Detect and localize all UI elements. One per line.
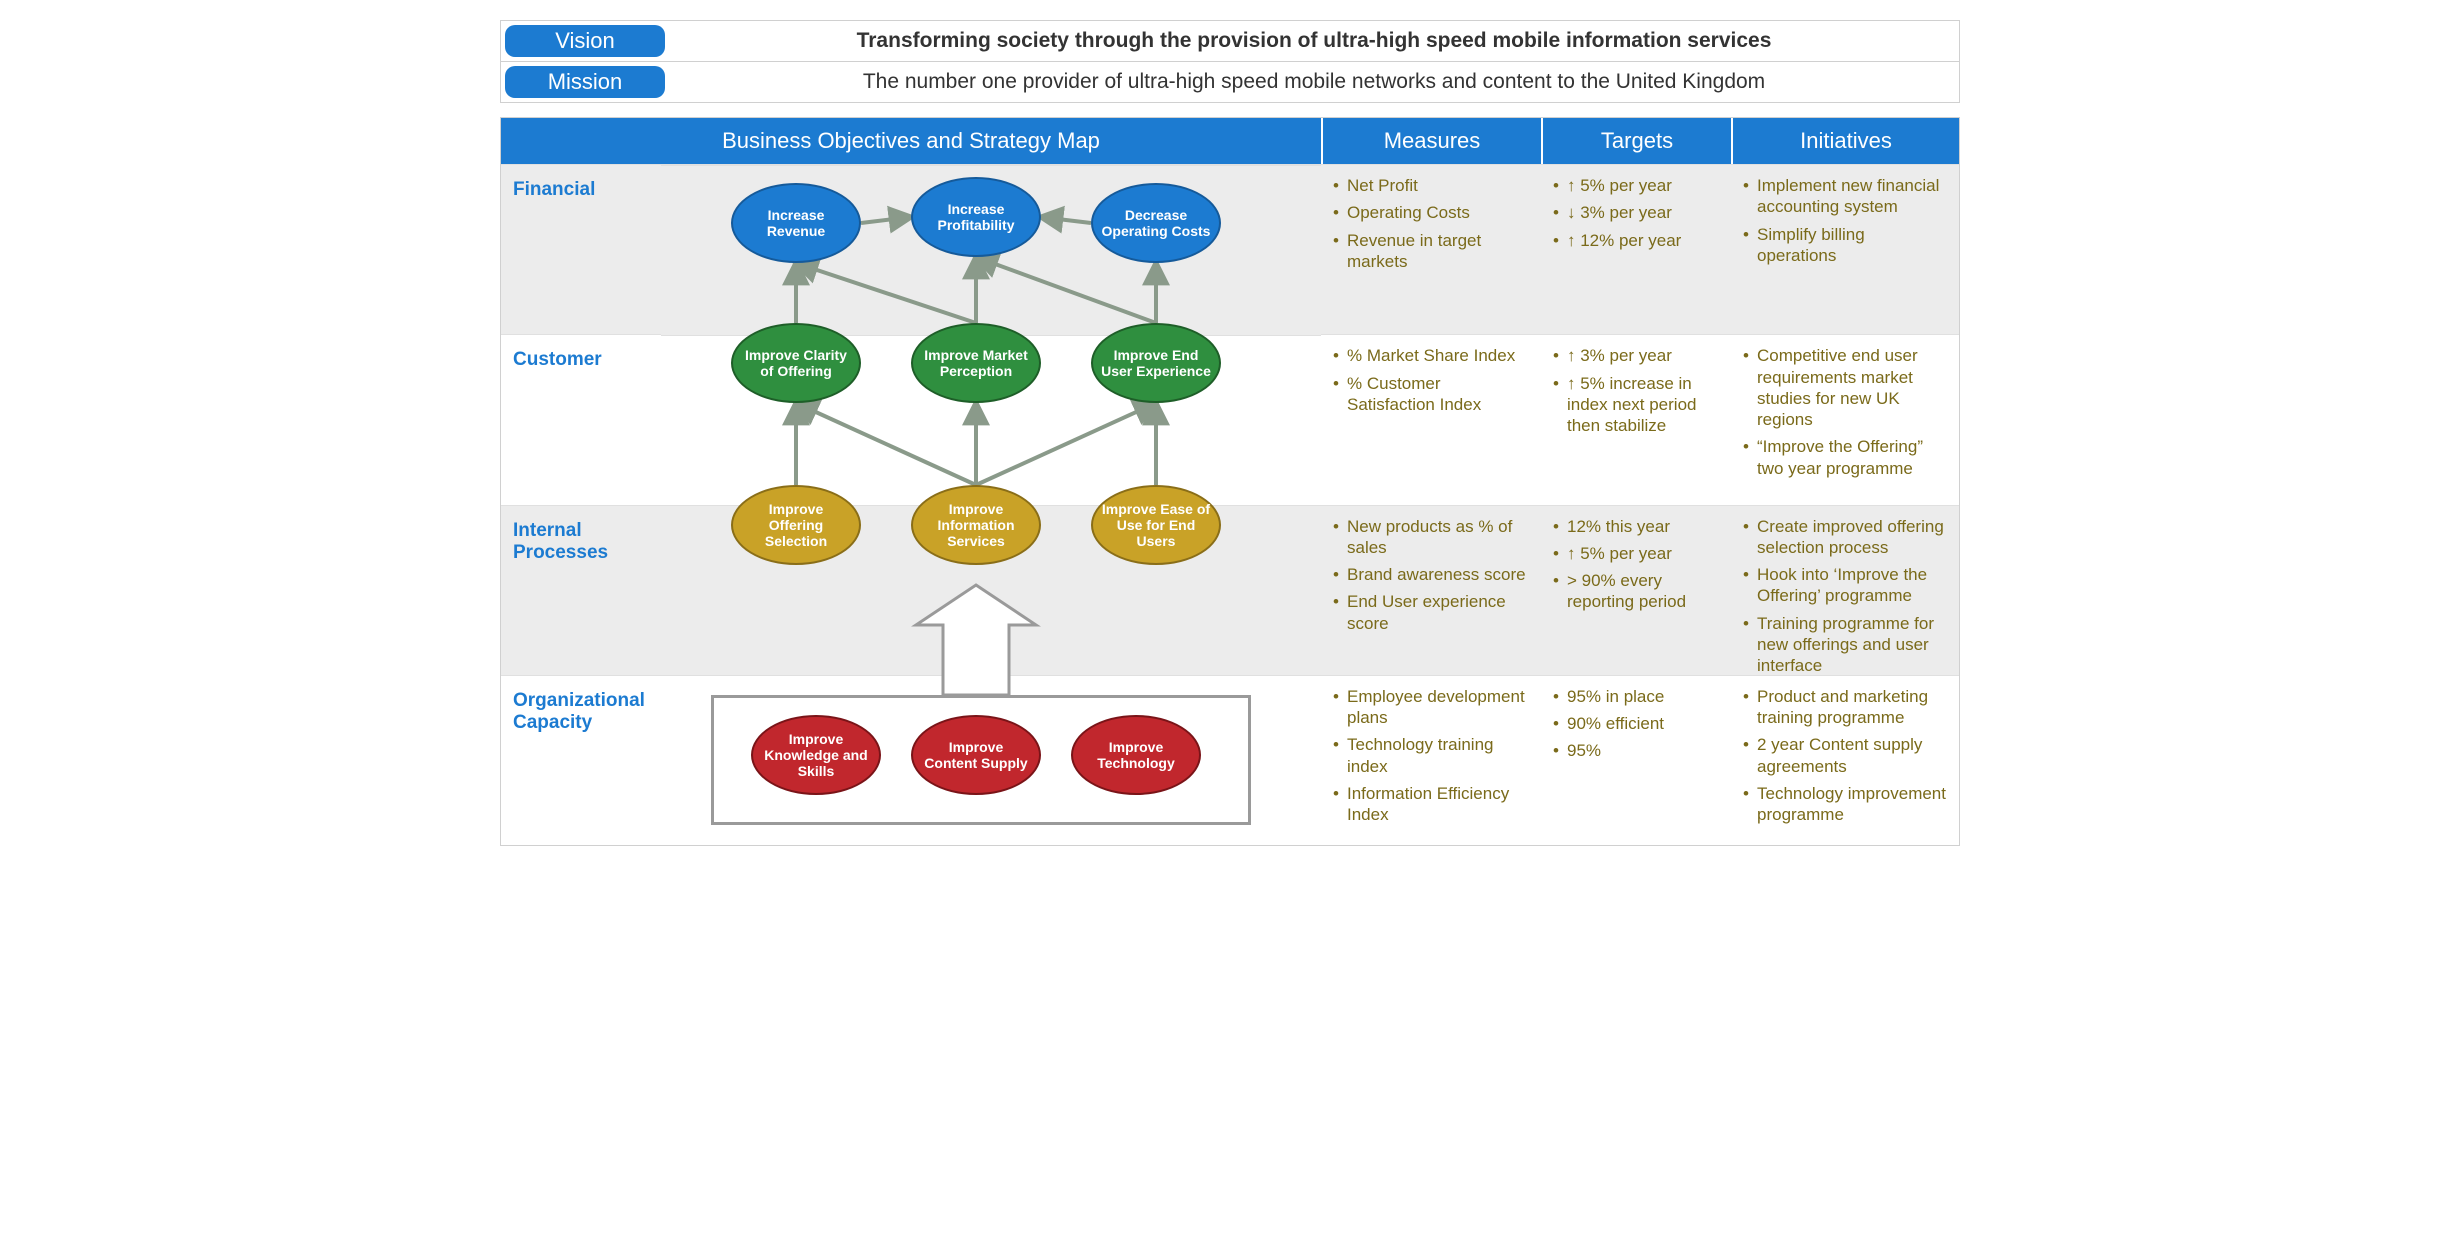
list-item: Technology improvement programme bbox=[1743, 783, 1947, 826]
list-item: ↑ 5% per year bbox=[1553, 175, 1719, 196]
col-map: Business Objectives and Strategy Map bbox=[501, 118, 1321, 164]
scorecard-grid: Business Objectives and Strategy Map Mea… bbox=[500, 117, 1960, 846]
list-item: 12% this year bbox=[1553, 516, 1719, 537]
list-item: “Improve the Offering” two year programm… bbox=[1743, 436, 1947, 479]
targets-financial: ↑ 5% per year ↓ 3% per year ↑ 12% per year bbox=[1541, 164, 1731, 334]
list-item: 90% efficient bbox=[1553, 713, 1719, 734]
mission-text: The number one provider of ultra-high sp… bbox=[669, 62, 1959, 102]
list-item: % Customer Satisfaction Index bbox=[1333, 373, 1529, 416]
node-sk: Improve Knowledge and Skills bbox=[751, 715, 881, 795]
list-item: Implement new financial accounting syste… bbox=[1743, 175, 1947, 218]
list-item: End User experience score bbox=[1333, 591, 1529, 634]
node-clar: Improve Clarity of Offering bbox=[731, 323, 861, 403]
list-item: Revenue in target markets bbox=[1333, 230, 1529, 273]
measures-org: Employee development plans Technology tra… bbox=[1321, 675, 1541, 845]
list-item: Operating Costs bbox=[1333, 202, 1529, 223]
row-label-financial: Financial bbox=[501, 164, 661, 334]
list-item: Information Efficiency Index bbox=[1333, 783, 1529, 826]
node-info: Improve Information Services bbox=[911, 485, 1041, 565]
list-item: Competitive end user requirements market… bbox=[1743, 345, 1947, 430]
vision-label: Vision bbox=[505, 25, 665, 57]
targets-customer: ↑ 3% per year ↑ 5% increase in index next… bbox=[1541, 334, 1731, 504]
initiatives-org: Product and marketing training programme… bbox=[1731, 675, 1959, 845]
node-tech: Improve Technology bbox=[1071, 715, 1201, 795]
measures-customer: % Market Share Index % Customer Satisfact… bbox=[1321, 334, 1541, 504]
col-initiatives: Initiatives bbox=[1731, 118, 1959, 164]
list-item: Product and marketing training programme bbox=[1743, 686, 1947, 729]
mission-label: Mission bbox=[505, 66, 665, 98]
measures-internal: New products as % of sales Brand awarenes… bbox=[1321, 505, 1541, 675]
node-cs: Improve Content Supply bbox=[911, 715, 1041, 795]
list-item: 95% in place bbox=[1553, 686, 1719, 707]
list-item: Create improved offering selection proce… bbox=[1743, 516, 1947, 559]
node-cost: Decrease Operating Costs bbox=[1091, 183, 1221, 263]
list-item: > 90% every reporting period bbox=[1553, 570, 1719, 613]
measures-financial: Net Profit Operating Costs Revenue in targ… bbox=[1321, 164, 1541, 334]
node-prof: Increase Profitability bbox=[911, 177, 1041, 257]
targets-internal: 12% this year ↑ 5% per year > 90% every re… bbox=[1541, 505, 1731, 675]
list-item: ↑ 12% per year bbox=[1553, 230, 1719, 251]
list-item: Hook into ‘Improve the Offering’ program… bbox=[1743, 564, 1947, 607]
list-item: Brand awareness score bbox=[1333, 564, 1529, 585]
list-item: Training programme for new offerings and… bbox=[1743, 613, 1947, 677]
vision-text: Transforming society through the provisi… bbox=[669, 21, 1959, 61]
row-label-internal: Internal Processes bbox=[501, 505, 661, 675]
node-osel: Improve Offering Selection bbox=[731, 485, 861, 565]
list-item: Employee development plans bbox=[1333, 686, 1529, 729]
list-item: Simplify billing operations bbox=[1743, 224, 1947, 267]
initiatives-customer: Competitive end user requirements market… bbox=[1731, 334, 1959, 504]
list-item: 95% bbox=[1553, 740, 1719, 761]
targets-org: 95% in place 90% efficient 95% bbox=[1541, 675, 1731, 845]
list-item: Net Profit bbox=[1333, 175, 1529, 196]
node-rev: Increase Revenue bbox=[731, 183, 861, 263]
vision-mission-header: Vision Transforming society through the … bbox=[500, 20, 1960, 103]
strategy-map: Increase Revenue Increase Profitability De… bbox=[661, 164, 1321, 845]
col-targets: Targets bbox=[1541, 118, 1731, 164]
list-item: New products as % of sales bbox=[1333, 516, 1529, 559]
initiatives-internal: Create improved offering selection proce… bbox=[1731, 505, 1959, 675]
list-item: % Market Share Index bbox=[1333, 345, 1529, 366]
row-label-customer: Customer bbox=[501, 334, 661, 504]
list-item: 2 year Content supply agreements bbox=[1743, 734, 1947, 777]
list-item: Technology training index bbox=[1333, 734, 1529, 777]
node-eux: Improve End User Experience bbox=[1091, 323, 1221, 403]
list-item: ↑ 5% per year bbox=[1553, 543, 1719, 564]
node-ease: Improve Ease of Use for End Users bbox=[1091, 485, 1221, 565]
node-mkt: Improve Market Perception bbox=[911, 323, 1041, 403]
initiatives-financial: Implement new financial accounting syste… bbox=[1731, 164, 1959, 334]
col-measures: Measures bbox=[1321, 118, 1541, 164]
list-item: ↓ 3% per year bbox=[1553, 202, 1719, 223]
list-item: ↑ 5% increase in index next period then … bbox=[1553, 373, 1719, 437]
list-item: ↑ 3% per year bbox=[1553, 345, 1719, 366]
row-label-org: Organizational Capacity bbox=[501, 675, 661, 845]
